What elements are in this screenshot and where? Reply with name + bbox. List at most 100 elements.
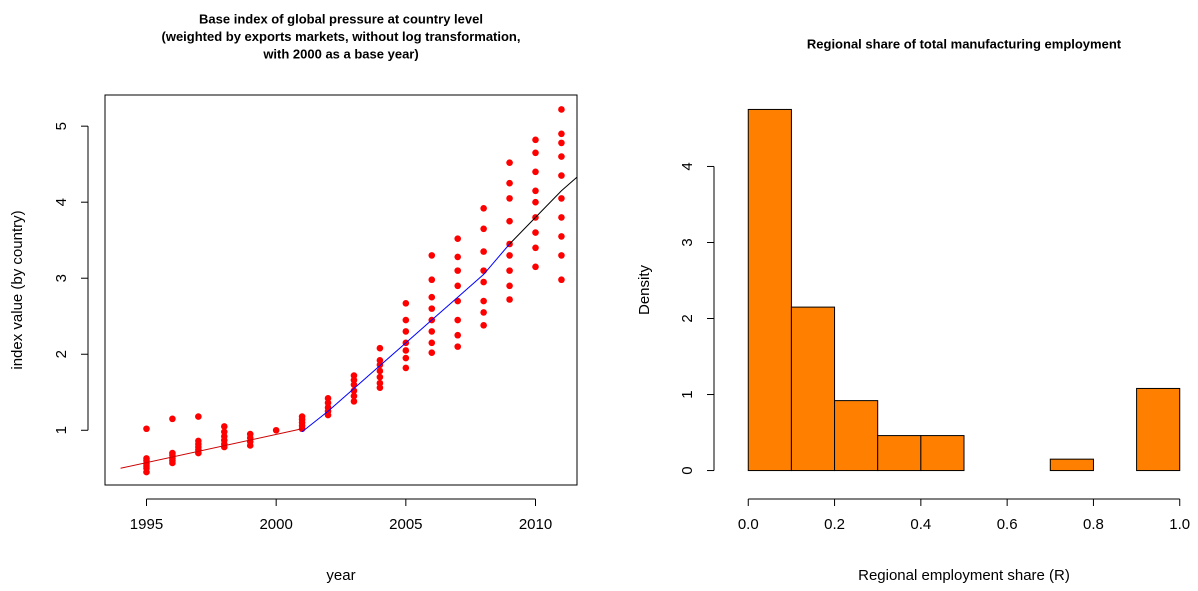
point xyxy=(195,413,202,420)
point xyxy=(532,168,539,176)
y-tick-label: 2 xyxy=(53,350,70,358)
point xyxy=(480,248,487,255)
point xyxy=(480,204,487,212)
point xyxy=(350,372,358,379)
point xyxy=(558,172,565,179)
y-tick-label: 1 xyxy=(679,390,696,398)
point xyxy=(454,267,462,274)
point xyxy=(376,367,384,375)
point xyxy=(454,253,462,261)
y-axis-label: Density xyxy=(636,264,653,315)
bar xyxy=(920,435,965,472)
point xyxy=(480,267,487,274)
x-tick-label: 0.8 xyxy=(1083,516,1104,533)
point xyxy=(558,130,565,138)
point xyxy=(350,381,358,388)
point xyxy=(480,322,487,329)
point xyxy=(246,430,254,438)
point xyxy=(376,357,384,364)
x-tick-label: 0.2 xyxy=(824,516,845,533)
point xyxy=(402,354,410,362)
point xyxy=(558,276,565,284)
bar xyxy=(877,435,922,472)
point xyxy=(143,455,150,462)
point xyxy=(376,344,384,352)
trend-line xyxy=(301,243,510,433)
point xyxy=(350,376,358,384)
point xyxy=(402,300,410,307)
point xyxy=(532,229,539,236)
point xyxy=(480,309,487,316)
point xyxy=(506,217,513,225)
point xyxy=(402,347,410,354)
x-tick-label: 0.4 xyxy=(910,516,931,533)
point xyxy=(454,343,462,350)
point xyxy=(480,225,487,233)
point xyxy=(428,339,436,347)
y-tick-label: 4 xyxy=(53,198,70,206)
point xyxy=(506,282,513,290)
point xyxy=(558,214,565,221)
point xyxy=(506,159,513,166)
bar xyxy=(1049,458,1094,472)
point xyxy=(324,399,332,407)
point xyxy=(350,398,358,405)
point xyxy=(220,423,228,430)
point xyxy=(558,139,565,147)
point xyxy=(169,449,176,457)
bar xyxy=(1136,387,1181,472)
point xyxy=(506,267,513,274)
trend-line xyxy=(509,176,578,245)
point xyxy=(350,387,358,395)
point xyxy=(324,395,332,402)
point xyxy=(532,136,539,144)
point xyxy=(169,415,176,423)
point xyxy=(506,195,513,202)
chart-title: with 2000 as a base year) xyxy=(262,46,418,61)
x-tick-label: 1.0 xyxy=(1169,516,1190,533)
point xyxy=(558,153,565,160)
point xyxy=(376,379,384,387)
point xyxy=(220,433,228,440)
chart-title: Base index of global pressure at country… xyxy=(199,11,483,26)
point xyxy=(402,364,410,372)
y-tick-label: 4 xyxy=(679,162,696,170)
point xyxy=(402,328,410,335)
point xyxy=(454,297,462,305)
point xyxy=(532,198,539,206)
point xyxy=(272,426,280,434)
x-tick-label: 2000 xyxy=(259,516,292,533)
x-tick-label: 0.6 xyxy=(997,516,1018,533)
y-tick-label: 5 xyxy=(53,122,70,130)
trend-line xyxy=(120,428,303,469)
point xyxy=(428,305,436,312)
x-tick-label: 2005 xyxy=(389,516,422,533)
point xyxy=(532,244,539,252)
point xyxy=(558,252,565,259)
x-tick-label: 2010 xyxy=(519,516,552,533)
point xyxy=(480,278,487,286)
y-tick-label: 0 xyxy=(679,466,696,474)
point xyxy=(428,252,436,259)
point xyxy=(558,233,565,240)
point xyxy=(428,349,436,357)
point xyxy=(376,373,384,381)
bar xyxy=(834,400,879,472)
point xyxy=(532,263,539,271)
bar xyxy=(790,306,836,472)
point xyxy=(195,437,202,445)
point xyxy=(376,384,384,391)
y-tick-label: 3 xyxy=(679,238,696,246)
point xyxy=(350,392,358,400)
point xyxy=(454,235,462,242)
point xyxy=(143,425,150,433)
point xyxy=(454,331,462,339)
x-axis-label: year xyxy=(326,567,355,584)
point xyxy=(428,293,436,301)
x-tick-label: 1995 xyxy=(130,516,163,533)
x-axis-label: Regional employment share (R) xyxy=(858,567,1070,584)
y-axis-label: index value (by country) xyxy=(9,210,26,369)
point xyxy=(428,328,436,335)
point xyxy=(428,276,436,284)
